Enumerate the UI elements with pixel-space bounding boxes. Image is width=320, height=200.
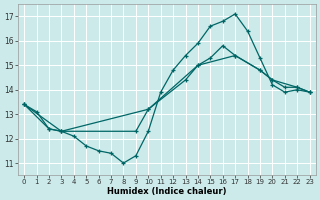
X-axis label: Humidex (Indice chaleur): Humidex (Indice chaleur) (107, 187, 227, 196)
